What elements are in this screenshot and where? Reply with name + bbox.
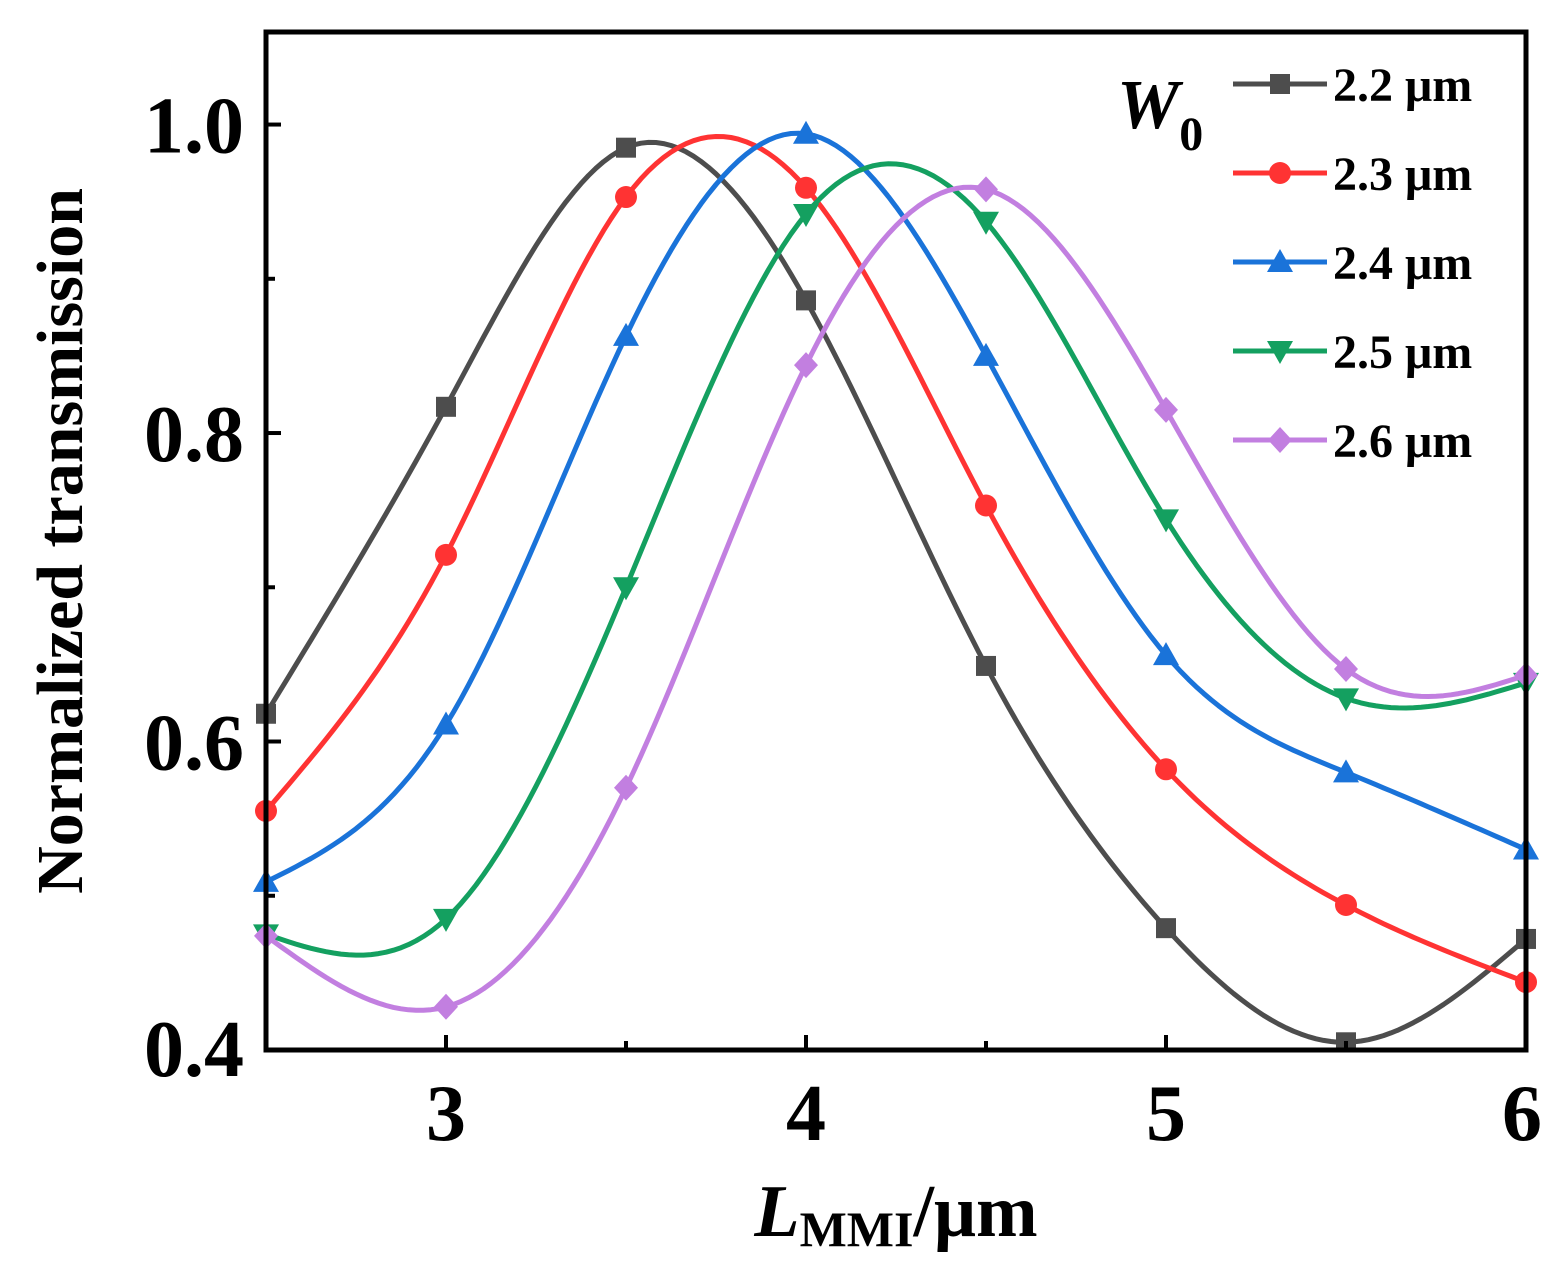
data-point-diamond	[1154, 396, 1178, 423]
legend-marker-circle	[1269, 162, 1291, 184]
x-tick-label: 4	[786, 1070, 826, 1158]
data-point-diamond	[794, 352, 818, 379]
data-point-circle	[615, 186, 637, 209]
data-point-triangle-up	[433, 711, 459, 735]
legend-entry: 2.4 μm	[1233, 237, 1472, 290]
series-line	[264, 134, 1527, 985]
legend-marker-triangle-down	[1267, 341, 1293, 364]
data-point-circle	[795, 176, 817, 199]
data-point-square	[1156, 918, 1176, 939]
data-point-diamond	[614, 774, 638, 801]
series-2.6m	[254, 176, 1538, 1020]
x-axis-label-main: L	[753, 1171, 799, 1253]
data-point-square	[616, 137, 636, 158]
legend: W0 2.2 μm 2.3 μm 2.4 μm 2.5 μm 2.6 μm	[1117, 59, 1472, 468]
data-point-square	[796, 290, 816, 311]
data-point-diamond	[974, 176, 998, 203]
legend-title-subscript: 0	[1179, 108, 1203, 161]
legend-label: 2.2 μm	[1333, 59, 1472, 112]
legend-label: 2.5 μm	[1333, 326, 1472, 379]
y-tick-label: 0.4	[144, 1006, 244, 1094]
data-point-diamond	[1334, 656, 1358, 683]
data-point-triangle-up	[613, 322, 639, 346]
data-point-circle	[435, 543, 457, 566]
axes: 3 4 5 6 0.4 0.6 0.8 1.0	[144, 83, 1542, 1158]
x-tick-label: 3	[426, 1070, 466, 1158]
y-tick-label: 1.0	[144, 83, 244, 171]
legend-entry: 2.6 μm	[1233, 415, 1472, 468]
x-axis-label-unit: /μm	[912, 1171, 1037, 1253]
legend-title-main: W	[1117, 67, 1184, 144]
series-line	[265, 161, 1527, 958]
data-point-triangle-down	[1333, 688, 1359, 712]
data-point-triangle-up	[1153, 642, 1179, 666]
data-point-circle	[1155, 758, 1177, 781]
legend-entry: 2.3 μm	[1233, 148, 1472, 201]
legend-marker-triangle-up	[1267, 249, 1293, 272]
y-axis-label: Normalized transmission	[24, 188, 97, 894]
data-point-diamond	[434, 993, 458, 1020]
data-point-square	[976, 655, 996, 676]
series-line	[264, 130, 1528, 885]
x-axis-label: LMMI/μm	[753, 1171, 1037, 1257]
legend-entries: 2.2 μm 2.3 μm 2.4 μm 2.5 μm 2.6 μm	[1233, 59, 1472, 468]
data-point-circle	[975, 494, 997, 517]
plot-frame	[263, 29, 1529, 1053]
legend-marker-diamond	[1268, 427, 1292, 453]
data-point-triangle-down	[1153, 509, 1179, 533]
data-point-triangle-down	[433, 908, 459, 932]
legend-entry: 2.2 μm	[1233, 59, 1472, 112]
legend-label: 2.3 μm	[1333, 148, 1472, 201]
data-point-triangle-up	[1333, 759, 1359, 783]
legend-label: 2.6 μm	[1333, 415, 1472, 468]
series-line	[263, 139, 1528, 1045]
data-point-triangle-down	[613, 577, 639, 601]
data-point-circle	[1335, 894, 1357, 917]
data-point-square	[436, 396, 456, 417]
legend-entry: 2.5 μm	[1233, 326, 1472, 379]
x-axis-label-subscript: MMI	[800, 1201, 914, 1257]
data-point-triangle-down	[973, 211, 999, 235]
legend-marker-square	[1270, 74, 1290, 94]
y-tick-label: 0.8	[144, 391, 244, 479]
series-2.3m	[255, 134, 1537, 994]
data-point-triangle-up	[793, 120, 819, 144]
y-tick-label: 0.6	[144, 700, 244, 788]
data-point-triangle-down	[793, 204, 819, 228]
legend-title: W0	[1117, 67, 1203, 161]
series-line	[264, 184, 1527, 1013]
series-2.4m	[253, 120, 1539, 892]
x-tick-label: 6	[1502, 1070, 1542, 1158]
legend-label: 2.4 μm	[1333, 237, 1472, 290]
x-tick-label: 5	[1146, 1070, 1186, 1158]
data-point-triangle-up	[973, 342, 999, 366]
